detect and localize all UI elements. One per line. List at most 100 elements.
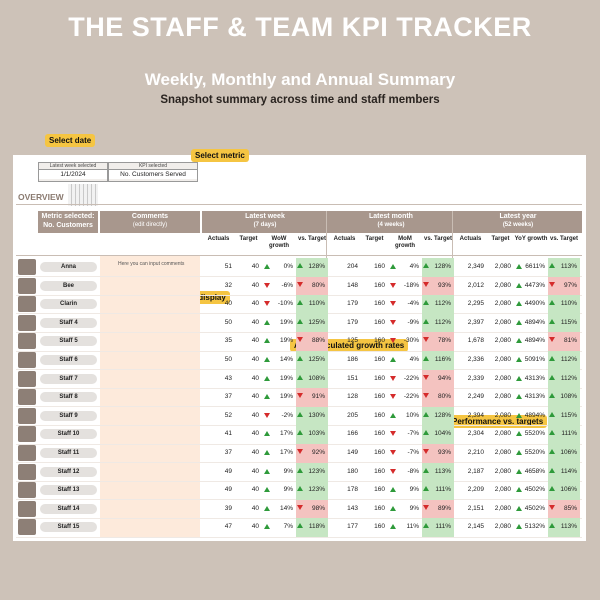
- growth: 9%: [283, 486, 293, 494]
- growth: 4894%: [524, 318, 545, 326]
- vs-target-bg: [296, 444, 328, 463]
- growth-arrow: [516, 357, 522, 362]
- vs-target-flag: [423, 486, 429, 492]
- vs-target-bg: [422, 425, 454, 444]
- staff-name[interactable]: Clarin: [40, 299, 97, 310]
- vs-target-bg: [422, 481, 454, 500]
- vs-target-bg: [296, 276, 328, 296]
- growth: 5520%: [524, 430, 545, 438]
- staff-name[interactable]: Staff 12: [40, 466, 97, 477]
- target: 40: [251, 300, 259, 308]
- group-header: [202, 211, 328, 233]
- vs-target-bg: [422, 406, 454, 426]
- staff-name[interactable]: Staff 8: [40, 392, 97, 403]
- target: 160: [374, 393, 385, 401]
- target: 40: [251, 281, 259, 289]
- actual: 151: [347, 374, 358, 382]
- vs-target-flag: [423, 430, 429, 436]
- comment[interactable]: Here you can input comments: [118, 261, 185, 267]
- vs-target-flag: [423, 449, 429, 454]
- vs-target: 108%: [560, 393, 577, 401]
- staff-name[interactable]: Staff 6: [40, 355, 97, 365]
- comments-header-line: Comments: [131, 213, 169, 220]
- date-picker-grid: [68, 184, 98, 206]
- vs-target-bg: [548, 518, 580, 537]
- actual: 2,304: [467, 430, 484, 438]
- growth-arrow: [264, 412, 270, 418]
- growth-arrow: [390, 282, 396, 288]
- target: 160: [374, 263, 385, 270]
- vs-target-flag: [297, 318, 303, 324]
- staff-name[interactable]: Staff 4: [40, 317, 97, 328]
- staff-name[interactable]: Staff 5: [40, 336, 97, 347]
- vs-target-flag: [297, 356, 303, 361]
- vs-target: 78%: [437, 337, 451, 345]
- staff-name[interactable]: Staff 15: [40, 522, 97, 533]
- vs-target: 123%: [308, 486, 325, 494]
- growth-arrow: [390, 468, 396, 474]
- metric-label: KPI selected: [138, 163, 168, 169]
- actual: 39: [224, 504, 232, 512]
- vs-target: 85%: [563, 504, 577, 512]
- section-rule: [16, 204, 582, 205]
- staff-name[interactable]: Staff 14: [40, 503, 97, 514]
- target: 2,080: [494, 393, 511, 401]
- vs-target-flag: [297, 300, 303, 306]
- metric-select[interactable]: KPI selected No. Customers Served: [108, 162, 198, 182]
- vs-target-flag: [297, 430, 303, 436]
- actual: 2,249: [467, 393, 484, 401]
- staff-name[interactable]: Staff 11: [40, 448, 97, 458]
- subtitle: Weekly, Monthly and Annual Summary: [144, 70, 456, 89]
- column-header: Actuals: [459, 236, 482, 242]
- vs-target-flag: [549, 393, 555, 399]
- vs-target-flag: [423, 523, 429, 529]
- growth: 11%: [406, 523, 419, 531]
- target: 160: [374, 337, 385, 345]
- date-select[interactable]: Latest week selected 1/1/2024: [38, 162, 108, 182]
- vs-target: 123%: [308, 467, 325, 475]
- group-title: Latest week: [245, 213, 285, 220]
- group-sub: (4 weeks): [377, 222, 405, 228]
- metric-value[interactable]: No. Customers Served: [109, 169, 197, 179]
- growth: -18%: [403, 281, 419, 289]
- staff-name[interactable]: Staff 13: [40, 485, 97, 496]
- vs-target-flag: [423, 393, 429, 399]
- growth: 9%: [409, 486, 419, 494]
- avatar: [18, 277, 36, 294]
- column-header: Actuals: [207, 236, 230, 242]
- staff-name[interactable]: Staff 7: [40, 373, 97, 384]
- vs-target-bg: [422, 499, 454, 519]
- target: 2,080: [494, 374, 511, 382]
- column-header: vs. Target: [298, 236, 326, 242]
- column-header: Actuals: [333, 236, 356, 242]
- actual: 2,295: [467, 300, 484, 308]
- date-value[interactable]: 1/1/2024: [39, 169, 107, 179]
- vs-target-flag: [549, 300, 555, 306]
- actual: 128: [347, 393, 358, 401]
- growth-arrow: [516, 468, 522, 474]
- vs-target-bg: [296, 518, 328, 537]
- growth-arrow: [516, 264, 522, 269]
- growth: 19%: [279, 318, 293, 326]
- target: 160: [374, 523, 385, 531]
- callout: Performance vs. targets: [448, 415, 548, 428]
- growth-arrow: [264, 375, 270, 381]
- staff-name[interactable]: Staff 9: [40, 410, 97, 421]
- target: 2,080: [494, 486, 511, 494]
- staff-name[interactable]: Anna: [40, 262, 97, 272]
- actual: 2,349: [467, 263, 484, 270]
- actual: 37: [224, 449, 232, 456]
- avatar: [18, 407, 36, 424]
- column-header: WoW growth: [269, 236, 289, 249]
- growth: -6%: [281, 281, 293, 289]
- vs-target-bg: [548, 258, 580, 277]
- vs-target-bg: [296, 295, 328, 314]
- growth-arrow: [516, 375, 522, 381]
- vs-target-flag: [549, 467, 555, 473]
- actual: 40: [224, 300, 232, 308]
- actual: 2,145: [467, 523, 484, 531]
- vs-target-flag: [549, 486, 555, 492]
- vs-target-bg: [296, 332, 328, 351]
- staff-name[interactable]: Bee: [40, 280, 97, 291]
- staff-name[interactable]: Staff 10: [40, 429, 97, 440]
